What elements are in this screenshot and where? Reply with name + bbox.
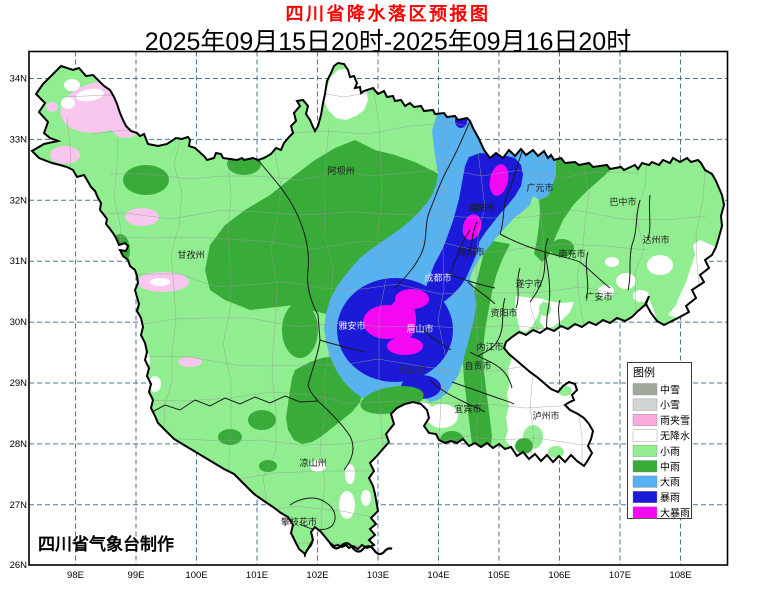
svg-text:宜宾市: 宜宾市 (454, 403, 481, 414)
svg-text:无降水: 无降水 (660, 430, 690, 443)
svg-text:中雨: 中雨 (660, 460, 680, 473)
svg-text:98E: 98E (67, 570, 84, 581)
svg-text:105E: 105E (488, 570, 510, 581)
svg-text:29N: 29N (10, 378, 28, 389)
svg-text:达州市: 达州市 (642, 234, 669, 245)
svg-text:大暴雨: 大暴雨 (660, 507, 690, 520)
svg-text:28N: 28N (10, 439, 28, 450)
svg-text:106E: 106E (548, 570, 570, 581)
svg-text:德阳市: 德阳市 (457, 246, 484, 257)
svg-text:104E: 104E (427, 570, 449, 581)
svg-text:遂宁市: 遂宁市 (515, 278, 542, 289)
svg-text:阿坝州: 阿坝州 (327, 166, 354, 176)
svg-text:广安市: 广安市 (585, 291, 612, 302)
svg-text:大雨: 大雨 (660, 476, 680, 489)
svg-text:攀枝花市: 攀枝花市 (281, 516, 317, 527)
svg-text:34N: 34N (10, 74, 28, 85)
svg-text:雅安市: 雅安市 (338, 320, 365, 331)
svg-text:巴中市: 巴中市 (609, 196, 636, 207)
svg-text:108E: 108E (669, 570, 691, 581)
svg-text:成都市: 成都市 (424, 272, 451, 283)
svg-text:27N: 27N (10, 500, 28, 511)
svg-text:凉山州: 凉山州 (299, 457, 326, 468)
svg-text:小雨: 小雨 (660, 446, 680, 458)
svg-text:101E: 101E (246, 570, 268, 581)
svg-text:暴雨: 暴雨 (660, 492, 680, 504)
svg-text:自贡市: 自贡市 (464, 360, 491, 371)
svg-text:甘孜州: 甘孜州 (177, 249, 204, 260)
svg-text:眉山市: 眉山市 (406, 323, 433, 334)
svg-text:103E: 103E (367, 570, 389, 581)
svg-text:31N: 31N (10, 256, 28, 267)
svg-text:小雪: 小雪 (660, 400, 680, 412)
svg-text:100E: 100E (185, 570, 207, 581)
svg-text:雨夹雪: 雨夹雪 (660, 414, 690, 427)
svg-text:30N: 30N (10, 317, 28, 328)
svg-text:107E: 107E (609, 570, 631, 581)
svg-text:泸州市: 泸州市 (532, 410, 559, 421)
svg-text:资阳市: 资阳市 (490, 307, 517, 318)
svg-text:乐山市: 乐山市 (398, 364, 425, 375)
svg-text:102E: 102E (306, 570, 328, 581)
svg-text:南充市: 南充市 (558, 248, 585, 259)
svg-text:绵阳市: 绵阳市 (468, 202, 495, 213)
svg-text:33N: 33N (10, 134, 28, 145)
svg-text:四川省气象台制作: 四川省气象台制作 (38, 534, 174, 554)
svg-text:图例: 图例 (633, 365, 655, 379)
svg-text:中雪: 中雪 (660, 383, 680, 396)
svg-text:广元市: 广元市 (526, 182, 553, 193)
svg-text:32N: 32N (10, 195, 28, 206)
svg-text:99E: 99E (128, 570, 145, 581)
svg-text:内江市: 内江市 (476, 341, 503, 352)
svg-text:26N: 26N (10, 560, 28, 571)
svg-text:四川省降水落区预报图: 四川省降水落区预报图 (286, 3, 491, 24)
